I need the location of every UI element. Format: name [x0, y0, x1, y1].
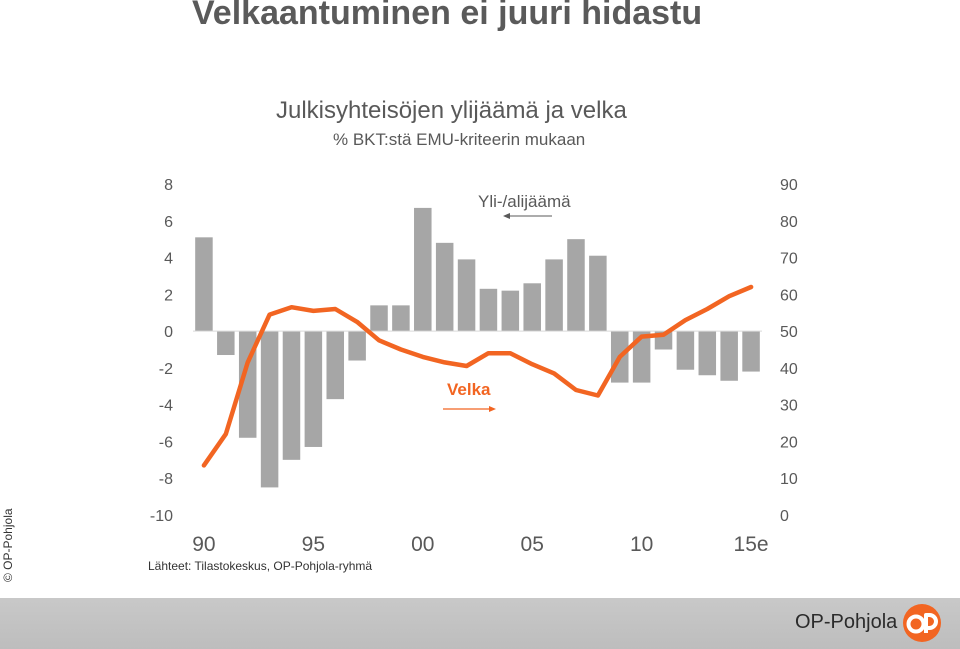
y-axis-left: -10 -8 -6 -4 -2 0 2 4 6 8 [150, 177, 173, 525]
bar-2010 [632, 331, 651, 383]
bar-2014 [720, 331, 738, 381]
annotation-arrowhead-surplus [503, 213, 510, 219]
y-left-tick-label: 2 [164, 287, 173, 304]
chart-subtitle: % BKT:stä EMU-kriteerin mukaan [333, 130, 586, 149]
y-left-tick-label: -2 [159, 361, 173, 378]
brand-name: OP-Pohjola [795, 611, 898, 633]
bar-1999 [392, 305, 410, 332]
velka-line [201, 284, 754, 468]
x-tick-label: 15e [734, 533, 769, 556]
y-right-tick-label: 80 [780, 214, 798, 231]
bar-1995 [304, 331, 323, 447]
bar-2003 [479, 288, 498, 332]
y-right-tick-label: 0 [780, 508, 789, 525]
y-right-tick-label: 10 [780, 471, 798, 488]
source-note: Lähteet: Tilastokeskus, OP-Pohjola-ryhmä [148, 559, 373, 573]
x-tick-label: 00 [411, 533, 434, 556]
x-axis: 90 95 00 05 10 15e [192, 533, 768, 556]
copyright-note: © OP-Pohjola [1, 508, 15, 582]
y-left-tick-label: -6 [159, 434, 173, 451]
bar-2001 [435, 242, 454, 332]
y-axis-right: 0 10 20 30 40 50 60 70 80 90 [780, 177, 798, 525]
annotation-label-debt: Velka [447, 380, 491, 399]
y-left-tick-label: 0 [164, 324, 173, 341]
bar-2005 [523, 283, 541, 332]
y-right-tick-label: 70 [780, 251, 798, 268]
y-right-tick-label: 90 [780, 177, 798, 194]
y-right-tick-label: 60 [780, 287, 798, 304]
y-left-tick-label: 6 [164, 214, 173, 231]
y-left-tick-label: -4 [159, 398, 173, 415]
y-right-tick-label: 20 [780, 434, 798, 451]
bar-series [195, 207, 760, 488]
x-tick-label: 05 [521, 533, 544, 556]
slide-title: Velkaantuminen ei juuri hidastu [192, 0, 703, 32]
annotations: Yli-/alijäämä Velka [443, 192, 571, 412]
footer-band [0, 596, 960, 649]
bar-2008 [589, 255, 607, 332]
y-right-tick-label: 50 [780, 324, 798, 341]
bar-1994 [282, 331, 301, 460]
bar-1991 [217, 331, 235, 356]
y-left-tick-label: 8 [164, 177, 173, 194]
x-tick-label: 90 [192, 533, 215, 556]
bar-2000 [414, 207, 432, 332]
bar-2012 [676, 331, 695, 370]
y-right-tick-label: 40 [780, 361, 798, 378]
bar-1996 [326, 331, 345, 400]
bar-1993 [260, 331, 279, 488]
bar-1997 [348, 331, 366, 361]
line-series [201, 284, 754, 468]
bar-2015 [742, 331, 760, 372]
bar-2006 [545, 259, 563, 332]
bar-2004 [501, 290, 520, 332]
op-logo-icon [903, 604, 941, 642]
bar-1998 [370, 305, 388, 332]
bar-2013 [698, 331, 717, 376]
bar-1990 [195, 237, 213, 332]
y-left-tick-label: 4 [164, 251, 173, 268]
bar-2002 [457, 259, 476, 332]
y-left-tick-label: -10 [150, 508, 173, 525]
x-tick-label: 95 [302, 533, 325, 556]
y-right-tick-label: 30 [780, 398, 798, 415]
annotation-arrowhead-debt [489, 406, 496, 412]
bar-2007 [567, 239, 585, 332]
y-left-tick-label: -8 [159, 471, 173, 488]
annotation-label-surplus: Yli-/alijäämä [478, 192, 571, 211]
x-tick-label: 10 [630, 533, 653, 556]
